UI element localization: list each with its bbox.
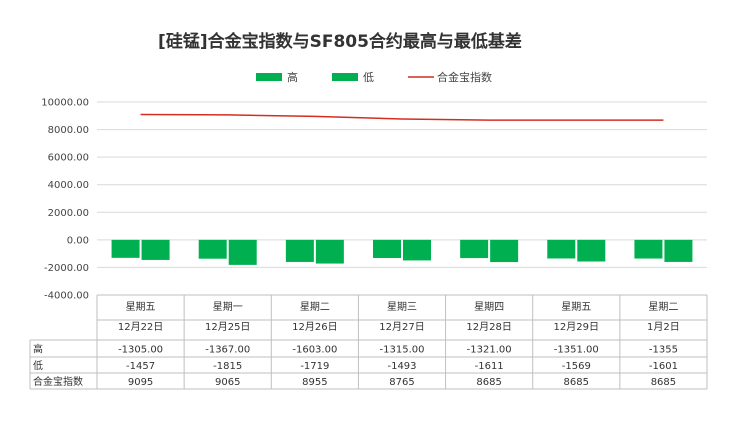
table-cell: -1305.00 [118, 345, 163, 356]
x-date-label: 12月25日 [205, 321, 250, 333]
bar-high [111, 239, 140, 258]
table-row-header-low: 低 [33, 359, 43, 372]
bar-high [285, 239, 314, 262]
bar-high [373, 239, 401, 258]
legend-label-high: 高 [287, 70, 298, 84]
x-weekday-label: 星期五 [561, 301, 591, 313]
table-cell: -1321.00 [467, 345, 512, 356]
x-weekday-label: 星期三 [387, 301, 417, 313]
bar-high [198, 239, 227, 259]
table-cell: -1457 [126, 361, 155, 372]
table-cell: 8685 [651, 377, 676, 388]
x-weekday-label: 星期五 [126, 301, 156, 313]
table-cell: -1367.00 [205, 345, 250, 356]
table-cell: -1719 [300, 361, 329, 372]
table-cell: 8685 [476, 377, 501, 388]
y-tick-label: 4000.00 [48, 180, 89, 191]
x-weekday-label: 星期二 [648, 301, 678, 313]
x-date-label: 1月2日 [647, 321, 680, 333]
table-cell: -1815 [213, 361, 242, 372]
table-row-header-high: 高 [33, 343, 43, 356]
y-tick-label: 8000.00 [48, 125, 89, 136]
table-cell: -1611 [475, 361, 504, 372]
x-date-label: 12月27日 [379, 321, 424, 333]
table-cell: -1493 [387, 361, 416, 372]
y-tick-label: -2000.00 [44, 263, 89, 274]
table-cell: 8765 [389, 377, 414, 388]
bar-high [460, 239, 489, 259]
x-date-label: 12月22日 [118, 321, 163, 333]
bar-low [490, 239, 519, 263]
table-cell: -1603.00 [292, 345, 337, 356]
y-tick-label: 6000.00 [48, 153, 89, 164]
legend-label-low: 低 [363, 71, 374, 84]
table-cell: 9065 [215, 377, 240, 388]
bar-high [547, 239, 576, 259]
y-tick-label: -4000.00 [44, 291, 89, 302]
table-cell: -1355 [649, 345, 678, 356]
x-weekday-label: 星期四 [474, 301, 504, 313]
table-cell: 8685 [564, 377, 589, 388]
x-date-label: 12月26日 [292, 321, 337, 333]
legend-swatch-low [332, 73, 358, 81]
legend-label-index: 合金宝指数 [437, 70, 492, 84]
y-tick-label: 10000.00 [41, 98, 89, 109]
table-cell: 8955 [302, 377, 327, 388]
table-cell: -1351.00 [554, 345, 599, 356]
bar-low [315, 239, 344, 264]
legend-swatch-high [256, 73, 282, 81]
index-line [140, 113, 664, 121]
table-cell: -1569 [562, 361, 591, 372]
table-cell: 9095 [128, 377, 153, 388]
x-weekday-label: 星期二 [300, 301, 330, 313]
bar-high [634, 239, 663, 259]
y-tick-label: 2000.00 [48, 208, 89, 219]
bar-low [403, 239, 431, 261]
table-cell: -1601 [649, 361, 678, 372]
y-tick-label: 0.00 [67, 235, 89, 246]
x-weekday-label: 星期一 [213, 301, 243, 313]
bar-low [228, 239, 257, 265]
bar-low [664, 239, 693, 262]
table-cell: -1315.00 [380, 345, 425, 356]
table-row-header-index: 合金宝指数 [33, 375, 83, 388]
chart-title: [硅锰]合金宝指数与SF805合约最高与最低基差 [158, 31, 522, 52]
bar-low [577, 239, 606, 262]
x-date-label: 12月28日 [466, 321, 511, 333]
bar-low [141, 239, 170, 260]
x-date-label: 12月29日 [554, 321, 599, 333]
